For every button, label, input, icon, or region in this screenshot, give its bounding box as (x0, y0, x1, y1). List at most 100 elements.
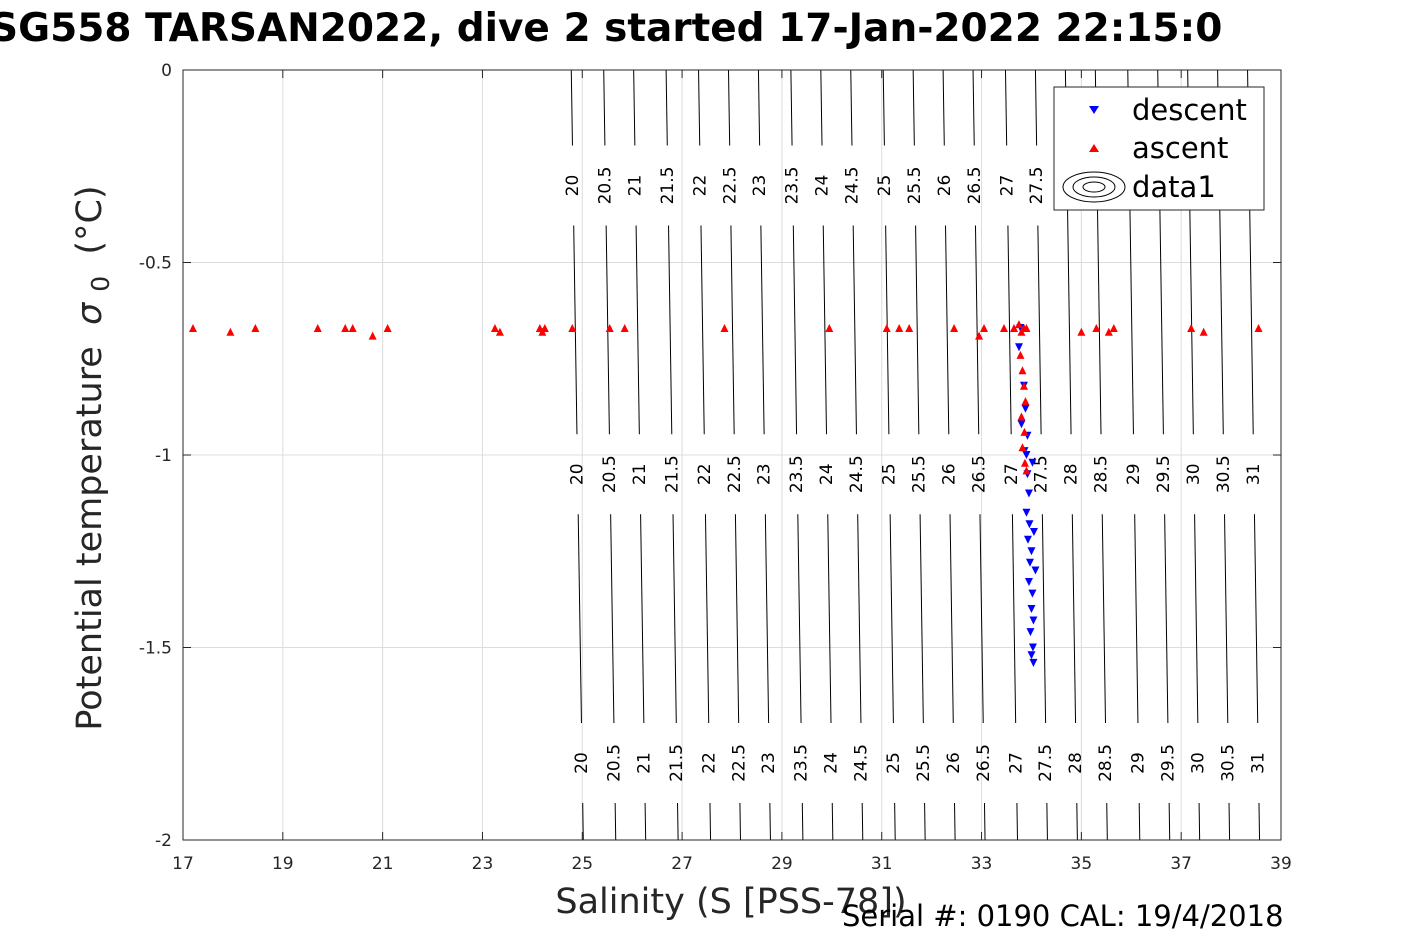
ascent-point (1009, 323, 1018, 332)
ascent-point (1017, 412, 1026, 421)
contour-line (979, 514, 984, 724)
ascent-point (490, 323, 499, 332)
ascent-point (188, 323, 197, 332)
contour-line (974, 225, 980, 435)
ascent-point (950, 323, 959, 332)
contour-line (573, 225, 578, 435)
ascent-point (605, 323, 614, 332)
descent-point (1025, 520, 1034, 529)
contour-line (790, 69, 793, 146)
ascent-point (1018, 366, 1027, 375)
y-axis-label-symbol: σ (70, 301, 110, 325)
contour-line (614, 802, 617, 841)
density-contours (570, 69, 1261, 841)
descent-point (1023, 535, 1032, 544)
contour-label: 26 (944, 752, 964, 774)
contour-line (769, 802, 771, 841)
contour-label: 24 (822, 752, 842, 774)
x-tick-label: 27 (671, 854, 693, 874)
x-tick-label: 33 (971, 854, 993, 874)
legend-descent-label: descent (1132, 93, 1247, 127)
contour-line (1194, 514, 1199, 724)
contour-line (1164, 514, 1169, 724)
contour-label: 24.5 (843, 167, 863, 205)
contour-label: 21 (634, 752, 654, 774)
contour-label: 29.5 (1154, 455, 1174, 493)
contour-line (1004, 69, 1008, 146)
y-tick-label: -1.5 (139, 639, 172, 659)
contour-line (1138, 802, 1141, 841)
contour-line (850, 69, 853, 146)
ascent-point (368, 331, 377, 340)
ascent-point (1092, 323, 1101, 332)
ascent-point (1018, 443, 1027, 452)
contour-line (700, 225, 705, 435)
contour-line (949, 514, 954, 724)
contour-line (582, 802, 584, 841)
contour-line (1076, 802, 1078, 841)
contour-label: 30.5 (1218, 744, 1238, 782)
contour-label: 27 (997, 175, 1017, 197)
contour-label: 26.5 (974, 744, 994, 782)
ascent-point (1022, 323, 1031, 332)
contour-label: 26 (939, 463, 959, 485)
contour-line (757, 69, 761, 146)
contour-line (727, 69, 731, 146)
descent-point (1024, 578, 1033, 587)
descent-point (1031, 566, 1040, 575)
contour-line (1037, 225, 1042, 435)
contour-line (668, 225, 673, 435)
contour-label: 20 (563, 175, 583, 197)
contour-line (603, 69, 606, 146)
x-tick-label: 39 (1270, 854, 1292, 874)
contour-line (972, 69, 975, 146)
ascent-point (975, 331, 984, 340)
descent-point (1028, 589, 1037, 598)
contour-line (1011, 514, 1017, 724)
contour-line (942, 69, 945, 146)
ascent-point (313, 323, 322, 332)
contour-line (831, 802, 834, 841)
ascent-point (1020, 427, 1029, 436)
contour-label: 28.5 (1092, 455, 1112, 493)
contour-line (1258, 802, 1261, 841)
y-axis-label: Potential temperature σ 0 (°C) (70, 185, 118, 730)
contour-line (857, 514, 862, 724)
x-axis-ticks: 17 19 21 23 25 27 29 31 33 35 37 39 (172, 70, 1292, 874)
contour-line (730, 225, 735, 435)
descent-point (1029, 658, 1038, 667)
ascent-point (980, 323, 989, 332)
x-tick-label: 37 (1170, 854, 1192, 874)
contour-line (1046, 802, 1048, 841)
contour-line (820, 69, 823, 146)
contour-line (792, 225, 798, 435)
ascent-point (568, 323, 577, 332)
contour-label: 23 (755, 463, 775, 485)
contour-label: 25 (884, 752, 904, 774)
ascent-point (1022, 466, 1031, 475)
ascent-point (538, 327, 547, 336)
contour-line (945, 225, 950, 435)
contour-line (1071, 514, 1077, 724)
contour-label: 30.5 (1214, 455, 1234, 493)
contour-line (704, 514, 710, 724)
contour-label: 24 (817, 463, 837, 485)
contour-label: 24 (813, 175, 833, 197)
contour-line (1224, 514, 1229, 724)
figure-title: SG558 TARSAN2022, dive 2 started 17-Jan-… (0, 6, 1223, 51)
contour-label: 26 (935, 175, 955, 197)
contour-label: 25 (880, 463, 900, 485)
legend-descent-marker (1089, 106, 1099, 114)
contour-line (889, 514, 894, 724)
ascent-point (1187, 323, 1196, 332)
descent-point (1027, 651, 1036, 660)
contour-label: 28 (1066, 752, 1086, 774)
contour-line (822, 225, 828, 435)
ascent-point (905, 323, 914, 332)
x-tick-label: 31 (871, 854, 893, 874)
x-tick-label: 35 (1071, 854, 1093, 874)
contour-label: 26.5 (965, 167, 985, 205)
contour-label: 22 (690, 175, 710, 197)
contour-line (915, 225, 920, 435)
